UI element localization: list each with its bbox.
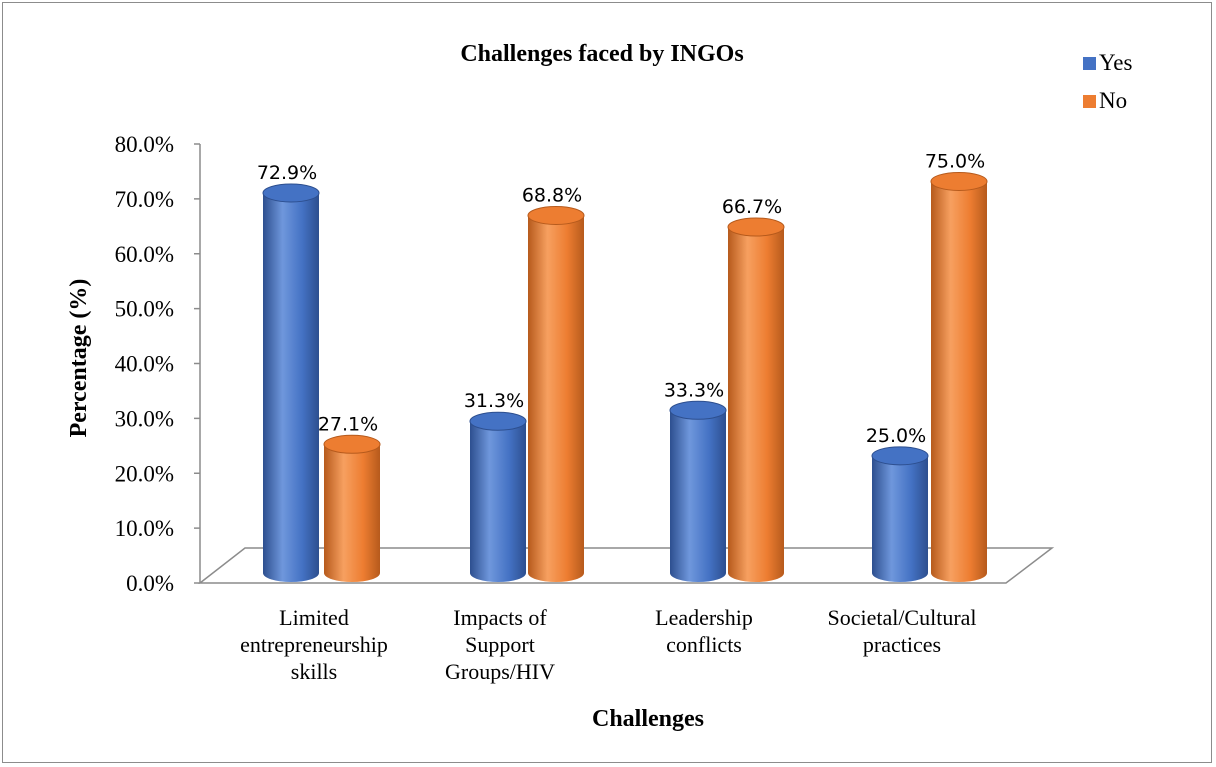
bar-yes: [469, 411, 527, 582]
data-label: 31.3%: [464, 390, 524, 412]
chart-floor: [197, 547, 1055, 584]
y-tick-label: 70.0%: [115, 187, 174, 212]
x-category-label: Societal/Cultural practices: [827, 605, 976, 657]
bar-no: [527, 205, 585, 582]
legend: Yes No: [1083, 50, 1133, 113]
data-label: 75.0%: [925, 150, 985, 172]
bar-no: [323, 434, 381, 582]
legend-swatch-no: [1083, 95, 1096, 108]
data-label: 25.0%: [866, 425, 926, 447]
data-label: 27.1%: [318, 413, 378, 435]
y-tick-label: 0.0%: [126, 571, 174, 596]
legend-swatch-yes: [1083, 57, 1096, 70]
x-axis-title: Challenges: [592, 706, 704, 732]
bar-no: [727, 217, 785, 582]
bar-yes: [262, 183, 320, 582]
legend-label-yes: Yes: [1099, 50, 1133, 75]
bar-no: [930, 171, 988, 582]
y-tick-label: 40.0%: [115, 352, 174, 377]
y-tick-label: 30.0%: [115, 406, 174, 431]
y-tick-label: 60.0%: [115, 242, 174, 267]
y-axis-title: Percentage (%): [66, 279, 92, 438]
bar-yes: [871, 446, 929, 582]
data-label: 33.3%: [664, 379, 724, 401]
y-tick-label: 80.0%: [115, 132, 174, 157]
y-tick-label: 20.0%: [115, 461, 174, 486]
bar-yes: [669, 400, 727, 582]
y-tick-label: 50.0%: [115, 297, 174, 322]
data-label: 66.7%: [722, 196, 782, 218]
x-category-label: Impacts of Support Groups/HIV: [445, 605, 555, 684]
chart-title: Challenges faced by INGOs: [460, 41, 743, 67]
data-label: 68.8%: [522, 184, 582, 206]
y-tick-label: 10.0%: [115, 516, 174, 541]
x-category-label: Leadership conflicts: [655, 605, 753, 657]
data-label: 72.9%: [257, 162, 317, 184]
legend-label-no: No: [1099, 88, 1127, 113]
x-category-label: Limited entrepreneurship skills: [240, 605, 388, 684]
